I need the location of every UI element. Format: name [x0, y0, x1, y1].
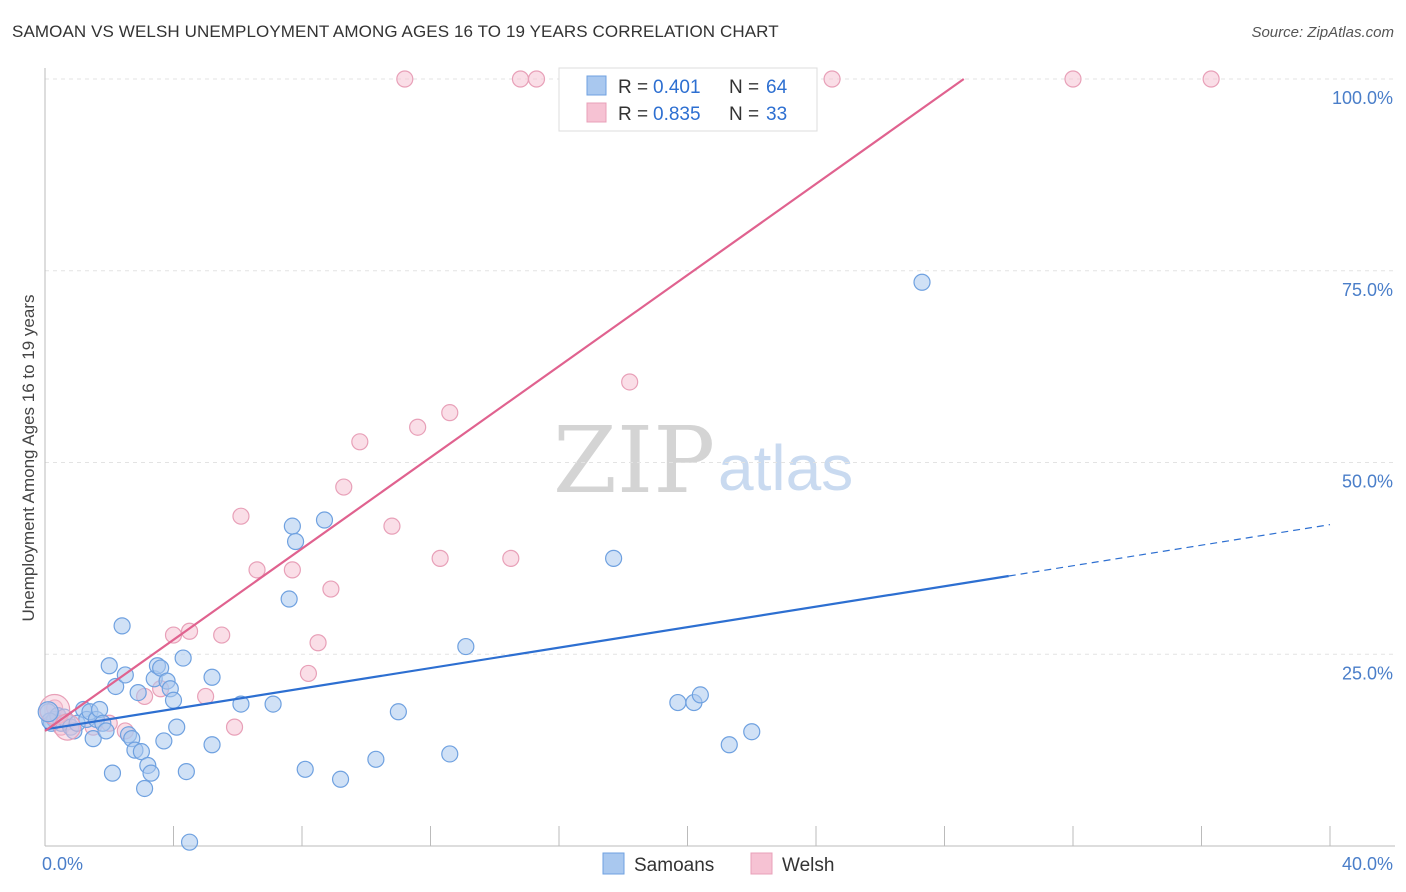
welsh-point	[441, 404, 459, 422]
samoans-n-value: 64	[766, 77, 788, 98]
welsh-point	[180, 622, 199, 640]
x-tick-label: 40.0%	[1342, 854, 1393, 874]
samoans-point	[913, 273, 931, 291]
samoans-point	[457, 637, 475, 656]
watermark-atlas: atlas	[718, 432, 853, 504]
samoans-trend-extension	[1008, 524, 1331, 577]
samoans-point	[283, 517, 301, 535]
series-legend: Samoans Welsh	[602, 852, 834, 876]
welsh-point	[213, 626, 231, 644]
y-tick-label: 25.0%	[1342, 663, 1393, 683]
samoans-point	[720, 736, 738, 754]
y-axis-title: Unemployment Among Ages 16 to 19 years	[19, 295, 38, 622]
samoans-point	[669, 693, 687, 712]
samoans-point	[605, 549, 623, 567]
welsh-point	[527, 70, 546, 88]
samoans-legend-swatch	[602, 852, 625, 875]
welsh-point	[299, 664, 318, 683]
welsh-legend-label: Welsh	[782, 855, 834, 876]
welsh-point	[283, 561, 301, 579]
source-label: Source: ZipAtlas.com	[1251, 24, 1394, 41]
samoans-point	[142, 764, 160, 782]
welsh-point	[1202, 70, 1220, 88]
welsh-point	[309, 634, 327, 652]
samoans-points	[39, 273, 931, 851]
samoans-point	[103, 764, 122, 782]
samoans-point	[441, 745, 459, 763]
samoans-point	[177, 763, 195, 781]
welsh-point	[351, 433, 369, 451]
y-tick-label: 75.0%	[1342, 280, 1393, 300]
samoans-point	[286, 532, 305, 551]
samoans-point	[155, 732, 173, 750]
welsh-point	[225, 718, 244, 736]
samoans-point	[203, 736, 221, 754]
welsh-r-label: R =	[618, 104, 648, 125]
welsh-point	[431, 549, 449, 567]
welsh-point	[383, 517, 401, 535]
samoans-r-label: R =	[618, 77, 648, 98]
stats-legend: R = 0.401 N = 64 R = 0.835 N = 33	[558, 67, 818, 132]
welsh-points	[46, 70, 1220, 740]
samoans-point	[132, 743, 150, 761]
welsh-point	[248, 561, 266, 579]
samoans-legend-label: Samoans	[634, 855, 714, 876]
samoans-point	[113, 617, 131, 635]
samoans-point	[691, 686, 709, 704]
samoans-point	[296, 760, 314, 778]
samoans-point	[97, 722, 115, 740]
welsh-trend-line	[44, 78, 965, 732]
samoans-point	[180, 833, 199, 851]
samoans-trend-line	[44, 574, 1009, 731]
gridlines	[45, 78, 1395, 655]
tick-labels: 25.0% 50.0% 75.0% 100.0% 0.0% 40.0%	[42, 88, 1393, 874]
samoans-point	[129, 683, 147, 702]
welsh-point	[823, 70, 841, 88]
welsh-point	[335, 478, 353, 496]
samoans-point	[315, 511, 334, 529]
welsh-point	[621, 373, 639, 391]
welsh-point	[232, 507, 250, 525]
samoans-point	[280, 590, 298, 608]
y-tick-label: 100.0%	[1332, 88, 1393, 108]
samoans-point	[331, 770, 350, 788]
samoans-point	[174, 649, 192, 667]
samoans-swatch	[586, 75, 607, 96]
samoans-point	[84, 730, 102, 748]
welsh-r-value: 0.835	[653, 104, 701, 125]
welsh-point	[502, 549, 520, 567]
welsh-point	[511, 70, 530, 88]
samoans-n-label: N =	[729, 77, 759, 98]
chart-title: SAMOAN VS WELSH UNEMPLOYMENT AMONG AGES …	[12, 22, 779, 41]
welsh-n-value: 33	[766, 104, 787, 125]
welsh-n-label: N =	[729, 104, 759, 125]
welsh-legend-swatch	[750, 852, 773, 875]
samoans-point	[232, 695, 250, 713]
samoans-point	[100, 657, 118, 675]
samoans-point	[135, 779, 154, 798]
samoans-point	[389, 703, 407, 721]
samoans-point	[164, 691, 183, 709]
y-tick-label: 50.0%	[1342, 472, 1393, 492]
samoans-point	[367, 750, 385, 768]
welsh-point	[1064, 70, 1082, 88]
samoans-point	[743, 723, 761, 741]
x-tick-label: 0.0%	[42, 854, 83, 874]
samoans-cluster-point	[37, 701, 59, 723]
samoans-point	[203, 668, 221, 686]
welsh-swatch	[586, 102, 607, 123]
welsh-point	[322, 580, 340, 598]
samoans-r-value: 0.401	[653, 77, 701, 98]
watermark-zip: ZIP	[553, 407, 715, 514]
samoans-point	[264, 695, 282, 713]
welsh-point	[396, 70, 414, 88]
trend-lines	[44, 78, 1331, 732]
samoans-point	[168, 718, 186, 736]
welsh-point	[409, 418, 427, 436]
